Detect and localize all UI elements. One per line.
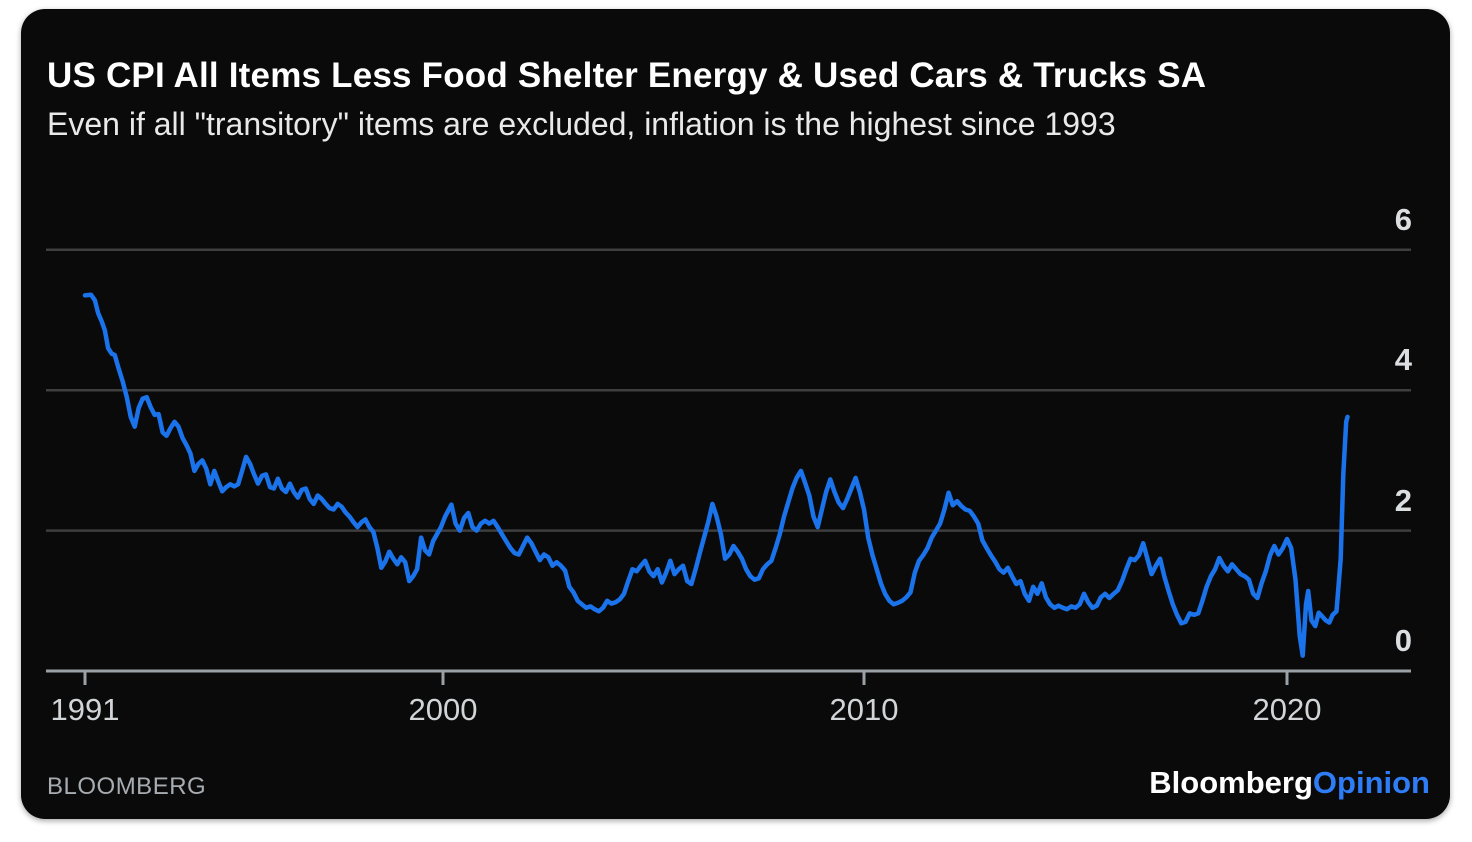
brand-opinion: Opinion [1312,765,1430,800]
chart-card [21,9,1450,819]
source-label: BLOOMBERG [47,773,207,800]
y-axis-label: 0 [1394,623,1412,658]
y-axis-label: 6 [1394,201,1412,237]
chart-title: US CPI All Items Less Food Shelter Energ… [47,56,1207,95]
x-axis-label: 2000 [408,692,478,727]
chart-subtitle: Even if all "transitory" items are exclu… [47,106,1116,142]
bloomberg-opinion-logo: BloombergOpinion [1149,765,1430,801]
y-axis-label: 2 [1394,482,1412,518]
cpi-data-line [82,292,1350,658]
x-axis-label: 2010 [829,692,899,727]
x-axis-label: 1991 [50,692,120,727]
brand-bloomberg: Bloomberg [1149,765,1313,800]
x-axis-label: 2020 [1252,692,1322,727]
y-axis-label: 4 [1394,342,1412,378]
